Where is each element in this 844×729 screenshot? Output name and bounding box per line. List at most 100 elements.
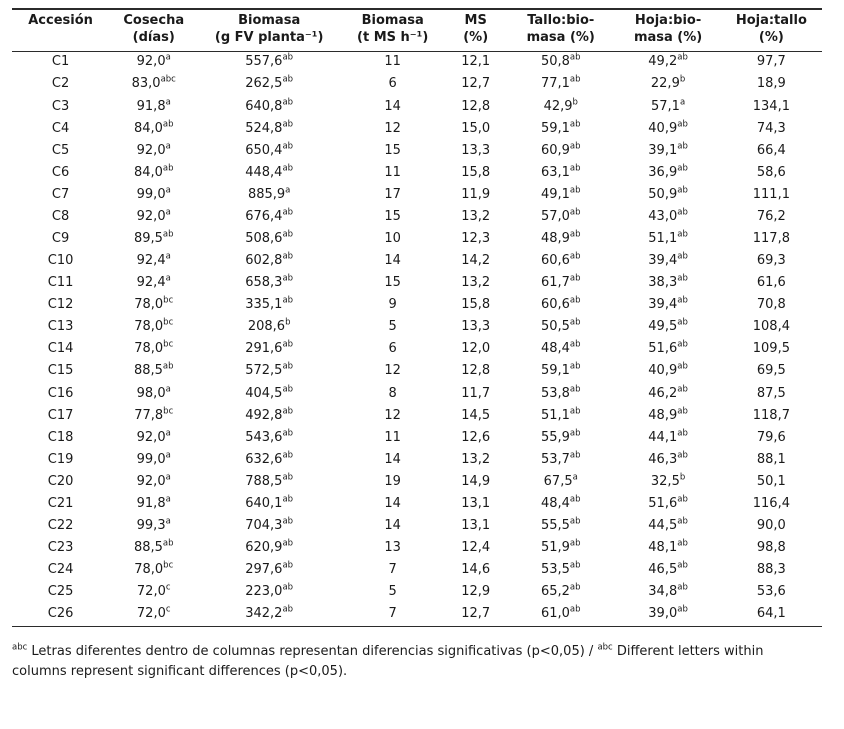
table-cell: 48,4ab bbox=[540, 340, 581, 357]
accession-cell: C8 bbox=[51, 208, 70, 224]
significance-letters: abc bbox=[160, 75, 176, 86]
table-cell: 676,4ab bbox=[245, 207, 294, 224]
table-row: C5 92,0a 650,4ab 15 13,3 60,9ab 39,1ab 66,4 bbox=[12, 140, 822, 162]
significance-letters: ab bbox=[282, 428, 294, 439]
significance-letters: ab bbox=[569, 560, 581, 571]
significance-letters: ab bbox=[282, 450, 294, 461]
table-cell: 63,1ab bbox=[540, 163, 581, 180]
significance-letters: ab bbox=[162, 163, 174, 174]
significance-letters: ab bbox=[282, 97, 294, 108]
significance-letters: bc bbox=[163, 295, 174, 306]
table-cell: 543,6ab bbox=[245, 428, 294, 445]
table-cell: 11,9 bbox=[461, 186, 491, 202]
table-cell: 57,0ab bbox=[540, 207, 581, 224]
significance-letters: ab bbox=[677, 229, 688, 240]
table-cell: 90,0 bbox=[756, 518, 786, 534]
significance-letters: ab bbox=[569, 340, 581, 351]
table-cell: 15 bbox=[384, 208, 401, 224]
accession-cell: C19 bbox=[47, 451, 74, 467]
column-header: Tallo:bio-masa (%) bbox=[526, 13, 595, 45]
significance-letters: ab bbox=[282, 472, 294, 483]
table-cell: 11 bbox=[384, 54, 401, 70]
table-cell: 53,8ab bbox=[540, 384, 581, 401]
significance-letters: ab bbox=[677, 273, 688, 284]
table-cell: 885,9a bbox=[247, 185, 291, 202]
table-cell: 92,0a bbox=[136, 207, 171, 224]
table-cell: 32,5b bbox=[650, 472, 686, 489]
table-cell: 14 bbox=[384, 451, 401, 467]
table-cell: 6 bbox=[388, 341, 397, 357]
significance-letters: ab bbox=[677, 494, 688, 505]
table-cell: 12,6 bbox=[461, 429, 491, 445]
table-cell: 49,2ab bbox=[648, 53, 688, 70]
table-cell: 12,8 bbox=[461, 363, 491, 379]
significance-letters: ab bbox=[569, 605, 581, 615]
significance-letters: ab bbox=[282, 494, 294, 505]
table-cell: 46,2ab bbox=[648, 384, 688, 401]
table-row: C16 98,0a 404,5ab 8 11,7 53,8ab 46,2ab 87,5 bbox=[12, 383, 822, 405]
table-cell: 48,9ab bbox=[648, 406, 688, 423]
significance-letters: ab bbox=[677, 428, 688, 439]
table-cell: 117,8 bbox=[752, 231, 790, 246]
table-cell: 118,7 bbox=[752, 407, 790, 423]
table-cell: 55,5ab bbox=[540, 516, 581, 534]
table-cell: 65,2ab bbox=[540, 582, 581, 600]
significance-letters: a bbox=[165, 97, 171, 108]
accession-cell: C5 bbox=[51, 142, 70, 158]
accession-cell: C21 bbox=[47, 495, 74, 511]
table-cell: 53,6 bbox=[756, 584, 786, 600]
table-row: C2 83,0abc 262,5ab 6 12,7 77,1ab 22,9b 18,9 bbox=[12, 74, 822, 96]
table-cell: 13 bbox=[384, 540, 401, 556]
significance-letters: ab bbox=[677, 582, 688, 593]
accession-cell: C4 bbox=[51, 120, 70, 136]
table-cell: 14 bbox=[384, 98, 401, 114]
table-cell: 640,1ab bbox=[245, 494, 294, 511]
table-row: C21 91,8a 640,1ab 14 13,1 48,4ab 51,6ab 116,4 bbox=[12, 493, 822, 515]
table-cell: 9 bbox=[388, 297, 397, 313]
table-cell: 34,8ab bbox=[648, 582, 688, 600]
significance-letters: ab bbox=[569, 428, 581, 439]
table-cell: 650,4ab bbox=[245, 141, 294, 158]
table-cell: 524,8ab bbox=[245, 119, 294, 136]
table-cell: 22,9b bbox=[650, 75, 686, 92]
significance-letters: ab bbox=[569, 384, 581, 395]
column-header: MS (%) bbox=[463, 13, 489, 45]
table-cell: 42,9b bbox=[543, 97, 578, 114]
table-cell: 79,6 bbox=[756, 429, 786, 445]
accession-cell: C17 bbox=[47, 407, 74, 423]
significance-letters: ab bbox=[569, 229, 581, 240]
table-cell: 91,8a bbox=[136, 97, 171, 114]
table-cell: 572,5ab bbox=[245, 362, 294, 379]
significance-letters: ab bbox=[282, 560, 294, 571]
significance-letters: a bbox=[165, 516, 171, 527]
table-cell: 51,6ab bbox=[648, 340, 688, 357]
table-cell: 620,9ab bbox=[245, 538, 294, 556]
table-row: C4 84,0ab 524,8ab 12 15,0 59,1ab 40,9ab 74,3 bbox=[12, 118, 822, 140]
table-cell: 46,5ab bbox=[648, 560, 688, 578]
significance-letters: ab bbox=[569, 450, 581, 461]
table-cell: 13,2 bbox=[461, 208, 491, 224]
table-cell: 7 bbox=[388, 606, 397, 622]
table-row: C15 88,5ab 572,5ab 12 12,8 59,1ab 40,9ab 69,5 bbox=[12, 361, 822, 383]
table-cell: 8 bbox=[388, 385, 397, 401]
significance-letters: ab bbox=[282, 251, 294, 262]
significance-letters: ab bbox=[282, 75, 294, 86]
significance-letters: b bbox=[572, 97, 578, 108]
column-header: Hoja:bio-masa (%) bbox=[633, 13, 703, 45]
table-cell: 12,7 bbox=[461, 76, 491, 92]
table-cell: 15,8 bbox=[461, 164, 491, 180]
table-cell: 342,2ab bbox=[245, 605, 294, 622]
significance-letters: a bbox=[165, 428, 171, 439]
significance-letters: ab bbox=[569, 273, 581, 284]
table-cell: 40,9ab bbox=[648, 119, 688, 136]
table-cell: 10 bbox=[384, 231, 401, 246]
significance-letters: ab bbox=[282, 141, 294, 152]
significance-letters: ab bbox=[282, 582, 294, 593]
significance-letters: a bbox=[165, 251, 171, 262]
significance-letters: ab bbox=[677, 362, 688, 373]
table-cell: 60,6ab bbox=[540, 295, 581, 313]
table-cell: 5 bbox=[388, 584, 397, 600]
table-cell: 6 bbox=[388, 76, 397, 92]
table-cell: 89,5ab bbox=[133, 229, 174, 246]
table-cell: 15,0 bbox=[461, 120, 491, 136]
